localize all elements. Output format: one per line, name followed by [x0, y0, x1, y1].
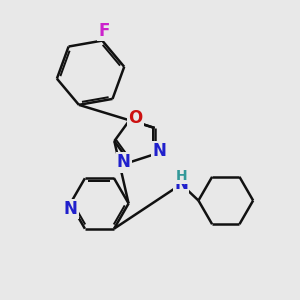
- Text: O: O: [128, 110, 142, 128]
- Text: N: N: [63, 200, 77, 218]
- Text: H: H: [176, 169, 187, 183]
- Text: F: F: [98, 22, 110, 40]
- Text: N: N: [152, 142, 166, 160]
- Text: N: N: [174, 175, 188, 193]
- Text: N: N: [117, 153, 131, 171]
